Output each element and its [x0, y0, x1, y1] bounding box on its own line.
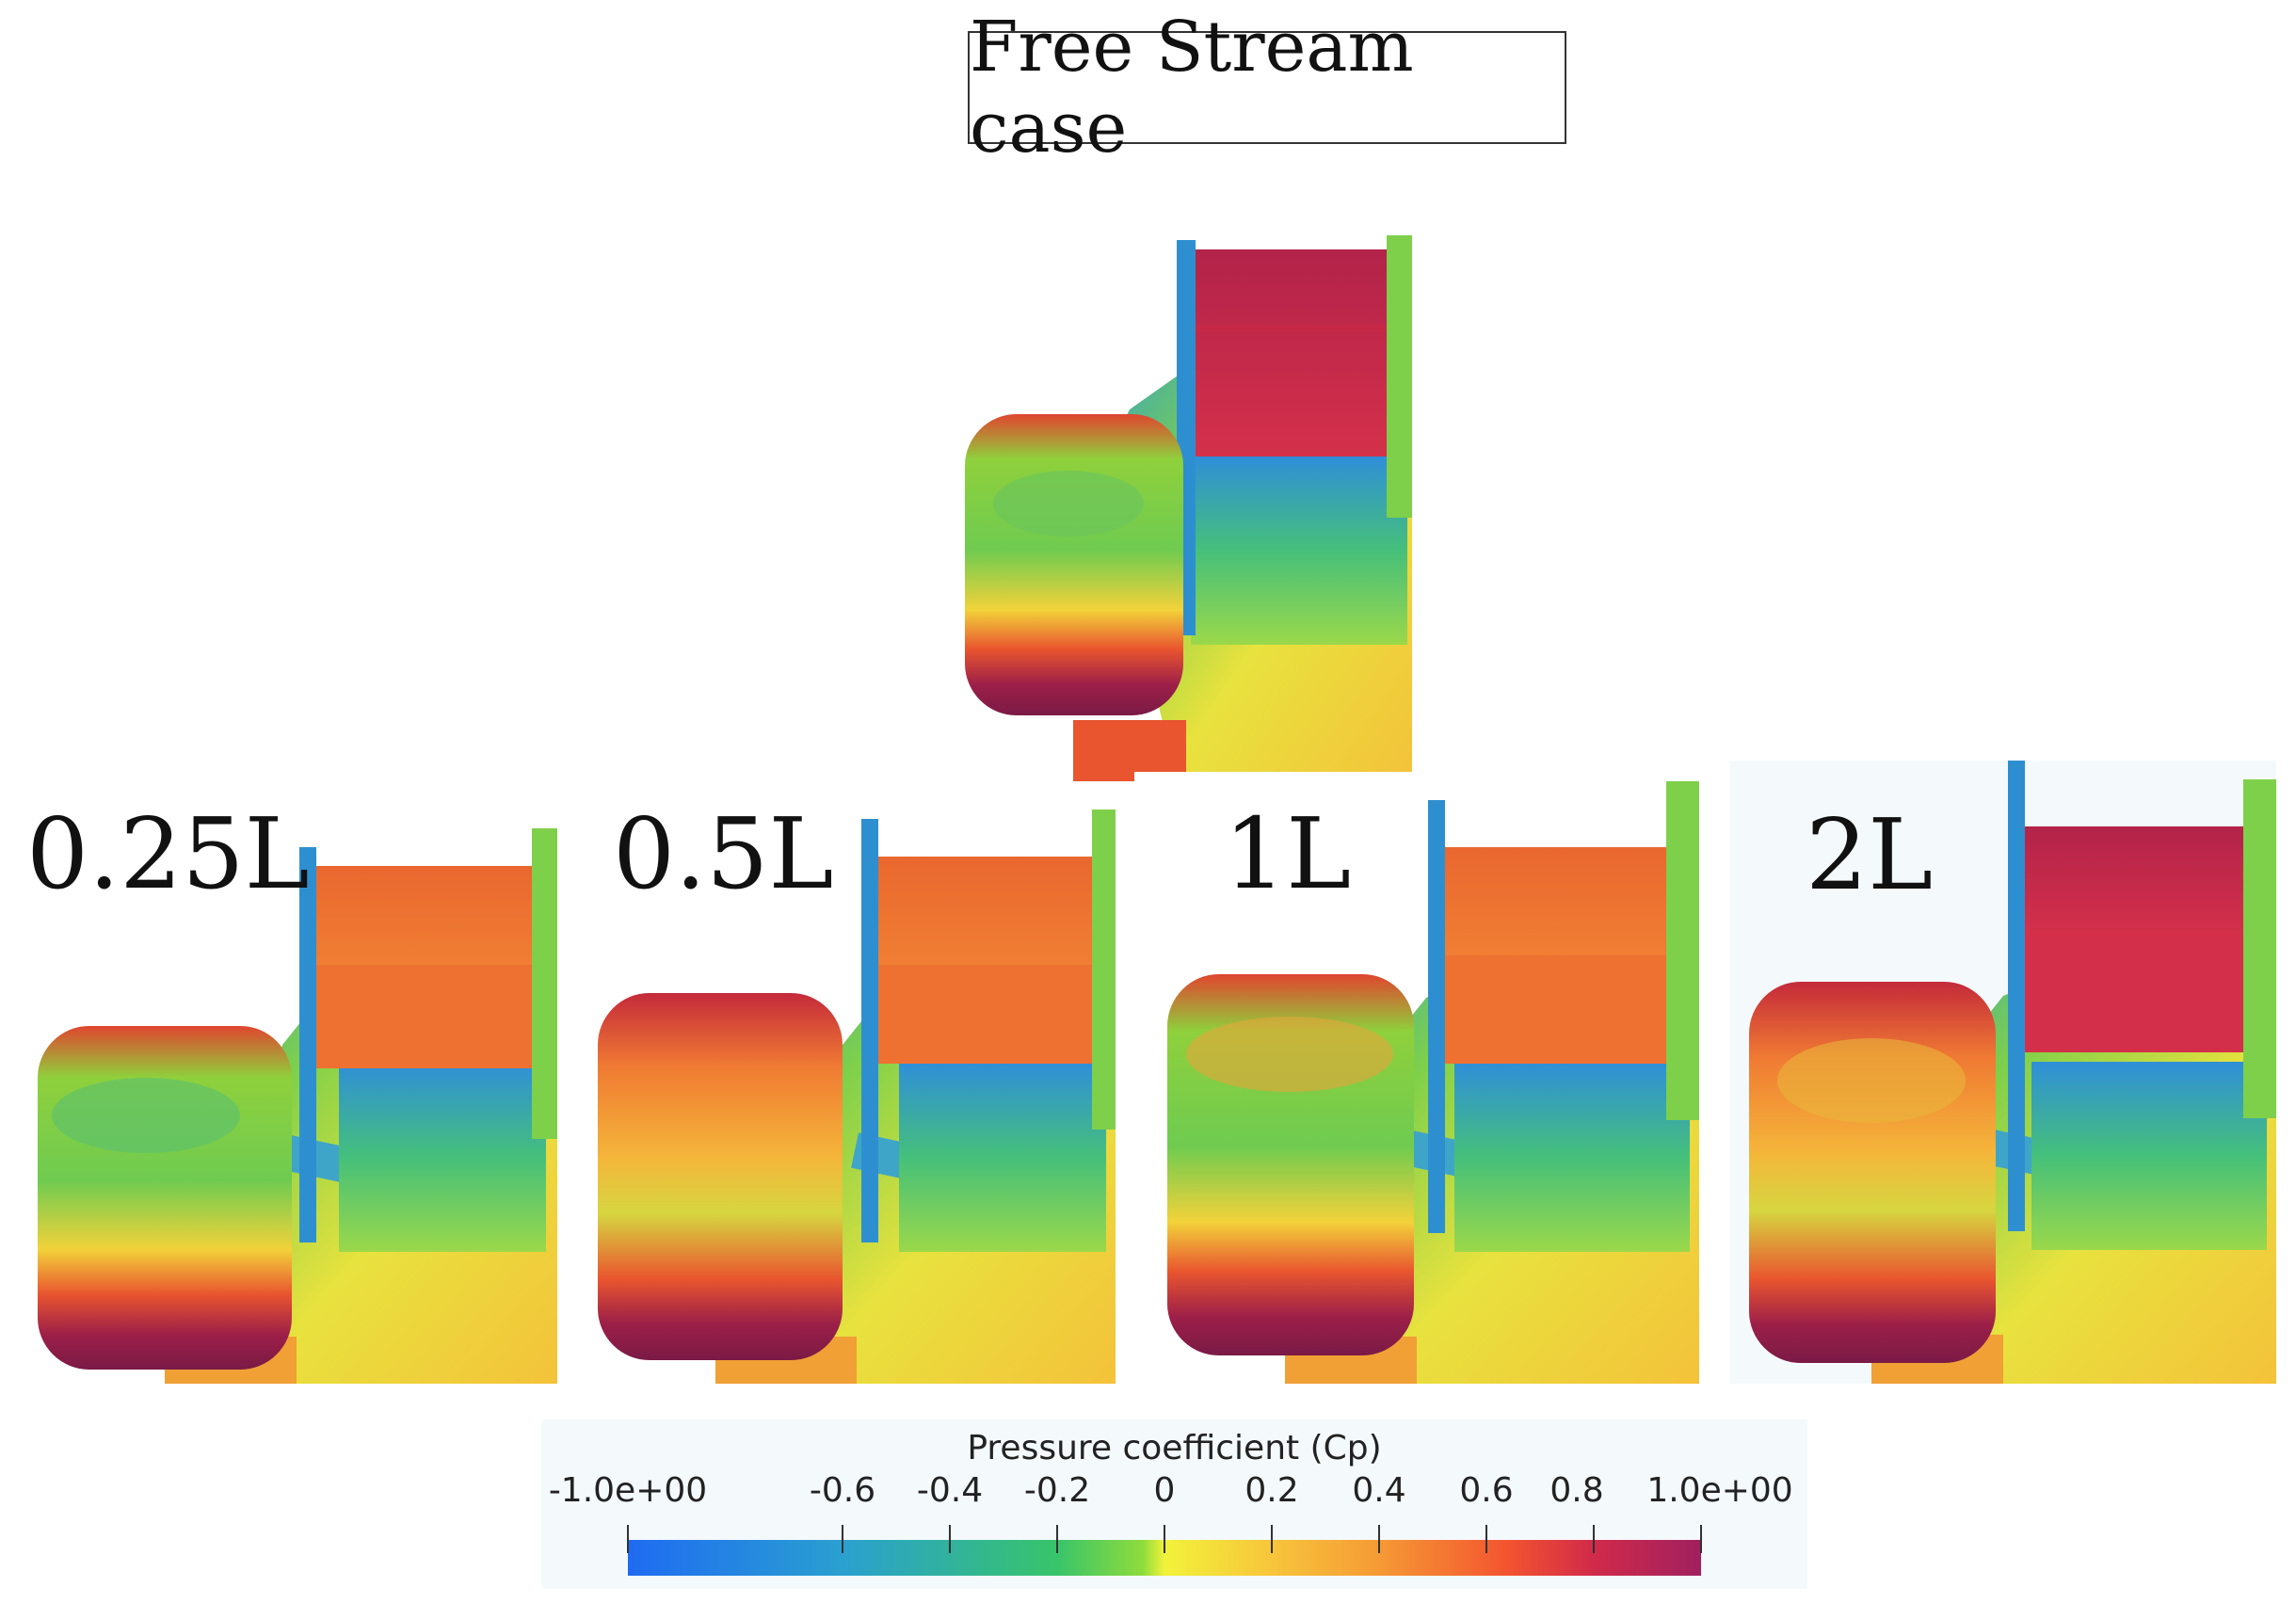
case-render-2L: 2L [1730, 761, 2276, 1384]
colorbar-legend: Pressure coefficient (Cp) -1.0e+00 -0.6 -0… [541, 1419, 1807, 1589]
free-stream-render [965, 184, 1412, 781]
colorbar-tick [1485, 1525, 1487, 1553]
case-label-2L: 2L [1806, 797, 1934, 912]
colorbar-tick-label: -1.0e+00 [548, 1471, 708, 1510]
colorbar-tick-label: 0.6 [1459, 1471, 1514, 1510]
case-label-1L: 1L [1224, 796, 1352, 911]
colorbar-tick-label: 0.8 [1549, 1471, 1604, 1510]
colorbar-tick [842, 1525, 843, 1553]
colorbar-tick [627, 1525, 629, 1553]
colorbar-tick-label: 0.4 [1352, 1471, 1406, 1510]
colorbar-tick-label: 1.0e+00 [1646, 1471, 1793, 1510]
colorbar-tick [1378, 1525, 1380, 1553]
case-render-0-25L: 0.25L [0, 781, 557, 1384]
figure-title: Free Stream case [968, 7, 1566, 168]
colorbar-title: Pressure coefficient (Cp) [967, 1429, 1382, 1467]
colorbar-tick [1164, 1525, 1165, 1553]
case-render-1L: 1L [1134, 772, 1699, 1384]
colorbar-tick-label: 0 [1153, 1471, 1176, 1510]
case-render-0-5L: 0.5L [598, 781, 1116, 1384]
colorbar-tick-label: 0.2 [1244, 1471, 1299, 1510]
colorbar-tick [1593, 1525, 1595, 1553]
colorbar-tick [949, 1525, 951, 1553]
colorbar-tick [1271, 1525, 1273, 1553]
colorbar-tick-label: -0.4 [916, 1471, 984, 1510]
colorbar-tick-label: -0.6 [809, 1471, 876, 1510]
colorbar-tick-label: -0.2 [1023, 1471, 1091, 1510]
case-label-0-25L: 0.25L [26, 796, 310, 911]
colorbar-tick [1700, 1525, 1702, 1553]
colorbar-tick [1056, 1525, 1058, 1553]
case-label-0-5L: 0.5L [613, 796, 834, 911]
